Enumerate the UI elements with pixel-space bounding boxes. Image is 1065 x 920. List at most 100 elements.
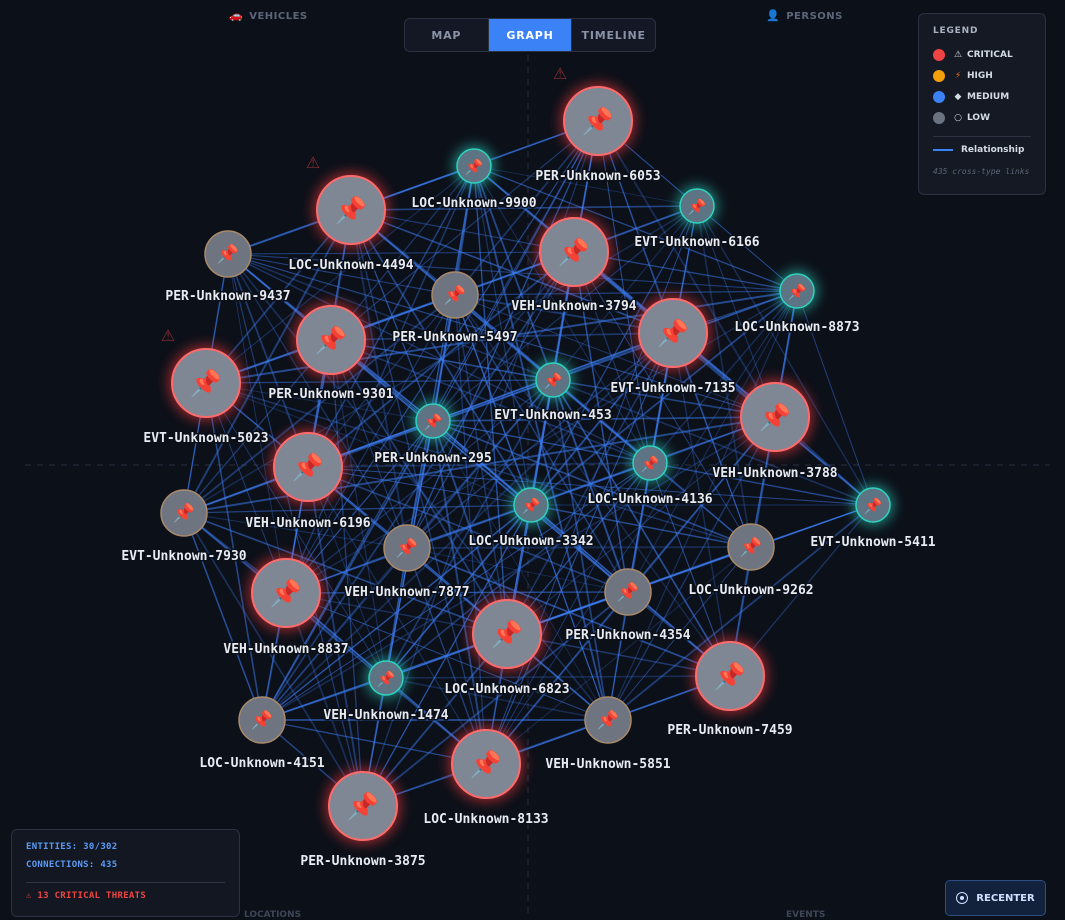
node-circle[interactable] — [251, 558, 321, 628]
graph-node[interactable]: 📌 ⚠ EVT-Unknown-5023 — [142, 326, 270, 448]
graph-node[interactable]: 📌 PER-Unknown-7459 — [666, 638, 794, 740]
graph-node[interactable]: 📌 VEH-Unknown-5851 — [544, 696, 672, 774]
graph-node[interactable]: 📌 LOC-Unknown-4136 — [586, 442, 714, 509]
node-label: PER-Unknown-9437 — [165, 289, 290, 304]
high-dot-icon — [933, 69, 945, 82]
graph-node[interactable]: 📌 VEH-Unknown-6196 — [244, 429, 372, 533]
node-circle[interactable] — [563, 86, 633, 156]
node-circle[interactable] — [632, 445, 668, 481]
graph-node[interactable]: 📌 LOC-Unknown-8133 — [422, 726, 550, 829]
node-circle[interactable] — [328, 771, 398, 841]
node-circle[interactable] — [513, 487, 549, 523]
graph-node[interactable]: 📌 EVT-Unknown-5411 — [809, 484, 937, 552]
node-circle[interactable] — [638, 298, 708, 368]
node-circle[interactable] — [273, 432, 343, 502]
pushpin-icon: 📌 — [173, 502, 195, 524]
graph-node[interactable]: 📌 LOC-Unknown-9262 — [687, 523, 815, 600]
node-circle[interactable] — [238, 696, 286, 744]
graph-node[interactable]: 📌 LOC-Unknown-3342 — [467, 484, 595, 551]
node-circle[interactable] — [296, 305, 366, 375]
node-label: PER-Unknown-4354 — [565, 628, 690, 643]
relationship-edge — [285, 379, 554, 594]
node-circle[interactable] — [171, 348, 241, 418]
relationship-edge — [385, 379, 554, 679]
relationship-edge — [285, 462, 651, 594]
node-circle[interactable] — [679, 188, 715, 224]
graph-node[interactable]: 📌 PER-Unknown-3875 — [299, 768, 427, 871]
node-circle[interactable] — [456, 148, 492, 184]
node-circle[interactable] — [740, 382, 810, 452]
relationship-edge — [432, 205, 698, 422]
node-label: LOC-Unknown-4494 — [288, 258, 413, 273]
node-circle[interactable] — [584, 696, 632, 744]
graph-node[interactable]: 📌 LOC-Unknown-6823 — [443, 596, 571, 699]
relationship-edge — [729, 290, 798, 677]
node-circle[interactable] — [727, 523, 775, 571]
relationship-edge — [597, 120, 776, 418]
medium-dot-icon — [933, 90, 945, 103]
node-circle[interactable] — [368, 660, 404, 696]
node-circle[interactable] — [855, 487, 891, 523]
node-circle[interactable] — [316, 175, 386, 245]
relationship-edge — [406, 547, 629, 593]
relationship-edge — [307, 466, 874, 506]
node-circle[interactable] — [779, 273, 815, 309]
graph-node[interactable]: 📌 ⚠ PER-Unknown-6053 — [534, 64, 662, 186]
relationship-edge — [183, 512, 263, 721]
node-label: LOC-Unknown-9262 — [688, 583, 813, 598]
graph-node[interactable]: 📌 EVT-Unknown-453 — [493, 359, 613, 425]
node-circle[interactable] — [695, 641, 765, 711]
node-circle[interactable] — [204, 230, 252, 278]
pushpin-icon: 📌 — [377, 669, 396, 688]
graph-node[interactable]: 📌 LOC-Unknown-8873 — [733, 270, 861, 337]
quadrant-label-locations: LOCATIONS — [244, 910, 302, 920]
graph-node[interactable]: 📌 PER-Unknown-295 — [373, 400, 493, 468]
node-label: VEH-Unknown-1474 — [323, 708, 448, 723]
graph-node[interactable]: 📌 VEH-Unknown-8837 — [222, 555, 350, 659]
node-circle[interactable] — [472, 599, 542, 669]
graph-node[interactable]: 📌 VEH-Unknown-3788 — [711, 379, 839, 483]
graph-node[interactable]: 📌 EVT-Unknown-6166 — [633, 185, 761, 252]
relationship-edge — [432, 120, 599, 422]
pushpin-icon: 📌 — [315, 324, 347, 356]
relationship-edge — [432, 420, 731, 677]
graph-node[interactable]: 📌 EVT-Unknown-7930 — [120, 489, 248, 566]
graph-node[interactable]: 📌 PER-Unknown-4354 — [564, 568, 692, 645]
legend-title: LEGEND — [933, 26, 979, 36]
graph-node[interactable]: 📌 PER-Unknown-5497 — [391, 271, 519, 347]
graph-node[interactable]: 📌 PER-Unknown-9437 — [164, 230, 292, 306]
node-circle[interactable] — [160, 489, 208, 537]
relationship-edge — [183, 294, 456, 514]
relationship-edge — [330, 120, 599, 341]
pushpin-icon: 📌 — [558, 236, 590, 268]
node-circle[interactable] — [415, 403, 451, 439]
relationship-edge — [183, 512, 408, 549]
graph-node[interactable]: 📌 PER-Unknown-9301 — [267, 302, 395, 404]
pushpin-icon: 📌 — [788, 282, 807, 301]
graph-node[interactable]: 📌 ⚠ LOC-Unknown-4494 — [287, 153, 415, 275]
node-circle[interactable] — [539, 217, 609, 287]
pushpin-icon: 📌 — [465, 157, 484, 176]
quadrant-label-vehicles: 🚗 VEHICLES — [229, 9, 308, 22]
pushpin-icon: 📌 — [714, 660, 746, 692]
graph-node[interactable]: 📌 LOC-Unknown-9900 — [410, 145, 538, 213]
graph-node[interactable]: 📌 VEH-Unknown-1474 — [322, 657, 450, 725]
recenter-button[interactable]: RECENTER — [945, 880, 1046, 916]
graph-node[interactable]: 📌 VEH-Unknown-7877 — [343, 524, 471, 602]
tab-timeline[interactable]: TIMELINE — [571, 19, 655, 51]
node-circle[interactable] — [431, 271, 479, 319]
tab-graph[interactable]: GRAPH — [487, 19, 572, 51]
tab-map[interactable]: MAP — [431, 28, 462, 42]
node-circle[interactable] — [535, 362, 571, 398]
graph-node[interactable]: 📌 LOC-Unknown-4151 — [198, 696, 326, 773]
node-circle[interactable] — [451, 729, 521, 799]
relationship-edge — [227, 253, 287, 594]
graph-node[interactable]: 📌 VEH-Unknown-3794 — [510, 214, 638, 316]
graph-node[interactable]: 📌 EVT-Unknown-7135 — [609, 295, 737, 398]
node-circle[interactable] — [383, 524, 431, 572]
relationship-edge — [454, 290, 798, 296]
circle-icon: ○ — [954, 112, 962, 123]
node-circle[interactable] — [604, 568, 652, 616]
